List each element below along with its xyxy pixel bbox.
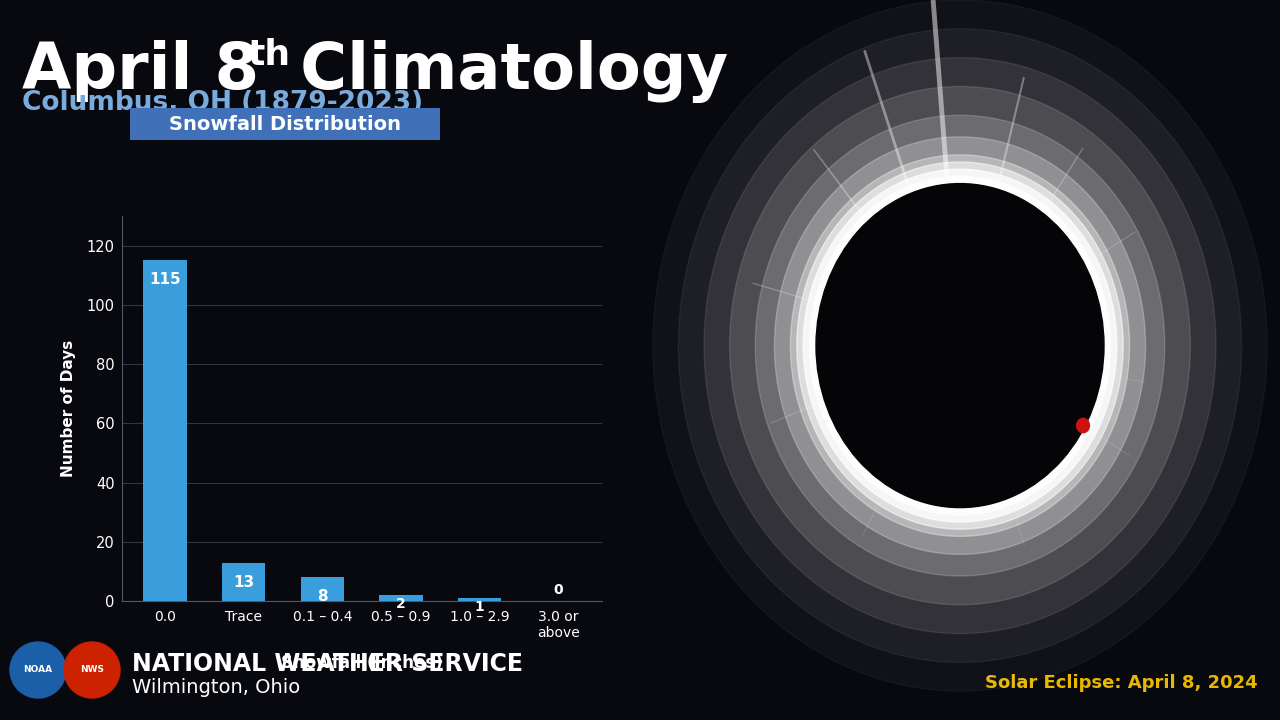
Text: 0: 0 (553, 582, 563, 597)
Text: NOAA: NOAA (23, 665, 52, 675)
Text: 8: 8 (317, 590, 328, 604)
Text: 13: 13 (233, 575, 255, 590)
Text: Snowfall Distribution: Snowfall Distribution (169, 114, 401, 133)
Text: Columbus, OH (1879-2023): Columbus, OH (1879-2023) (22, 90, 424, 116)
Circle shape (730, 86, 1190, 605)
Circle shape (10, 642, 67, 698)
FancyBboxPatch shape (131, 108, 440, 140)
Text: Climatology: Climatology (278, 40, 728, 103)
Circle shape (810, 176, 1111, 515)
Circle shape (64, 642, 120, 698)
Bar (143, 261, 187, 601)
Text: Wilmington, Ohio: Wilmington, Ohio (132, 678, 301, 697)
Circle shape (804, 169, 1116, 522)
Circle shape (817, 184, 1103, 508)
Bar (458, 598, 502, 601)
Circle shape (1076, 418, 1089, 433)
Text: th: th (248, 38, 291, 72)
Text: 1: 1 (475, 600, 484, 613)
Text: April 8: April 8 (22, 40, 259, 102)
Text: NATIONAL WEATHER SERVICE: NATIONAL WEATHER SERVICE (132, 652, 524, 676)
Y-axis label: Number of Days: Number of Days (60, 340, 76, 477)
Circle shape (796, 162, 1124, 529)
X-axis label: Snowfall (Inches): Snowfall (Inches) (280, 654, 443, 672)
Bar (221, 563, 265, 601)
Bar (379, 595, 422, 601)
Circle shape (774, 137, 1146, 554)
Circle shape (755, 115, 1165, 576)
Text: NWS: NWS (79, 665, 104, 675)
Circle shape (791, 155, 1129, 536)
Text: 115: 115 (150, 272, 180, 287)
Text: Solar Eclipse: April 8, 2024: Solar Eclipse: April 8, 2024 (986, 674, 1258, 692)
Circle shape (704, 58, 1216, 634)
Bar (301, 577, 344, 601)
Text: 2: 2 (396, 597, 406, 611)
Circle shape (678, 29, 1242, 662)
